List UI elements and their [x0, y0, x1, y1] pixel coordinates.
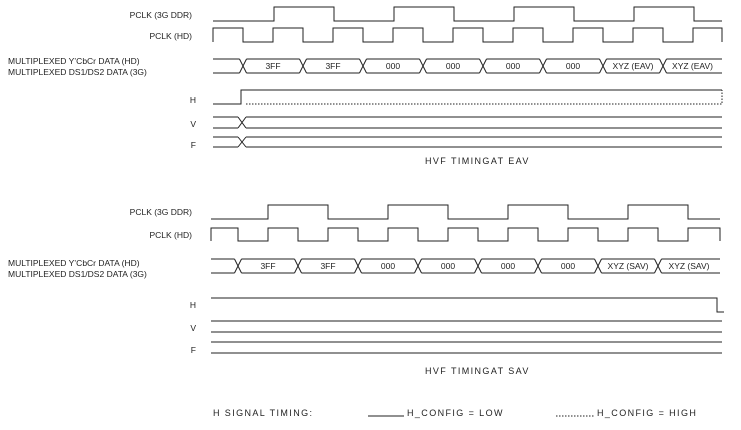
sav-pclk-3g-waveform	[211, 204, 720, 220]
sav-bus-edge	[357, 258, 362, 274]
legend-title: H SIGNAL TIMING:	[213, 408, 314, 418]
sav-pclk-3g-label: PCLK (3G DDR)	[129, 207, 192, 217]
sav-v-waveform	[211, 320, 722, 333]
sav-h-waveform	[211, 297, 724, 313]
sav-v-label: V	[190, 323, 196, 333]
eav-bus-edge	[662, 58, 667, 74]
sav-data-word-7: XYZ (SAV)	[608, 261, 649, 271]
sav-bus-edge	[237, 258, 242, 274]
sav-data-word-1: 3FF	[260, 261, 275, 271]
sav-caption: HVF TIMINGAT SAV	[425, 366, 530, 376]
eav-bus-edge	[242, 58, 247, 74]
eav-caption: HVF TIMINGAT EAV	[425, 156, 530, 166]
eav-bus-edge	[422, 58, 427, 74]
eav-bus-edge	[362, 58, 367, 74]
eav-data-word-6: 000	[566, 61, 580, 71]
eav-bus-edge	[602, 58, 607, 74]
eav-f-waveform	[213, 136, 722, 148]
eav-v-waveform	[213, 116, 722, 129]
legend-high-label: H_CONFIG = HIGH	[597, 408, 698, 418]
sav-bus-edge	[477, 258, 482, 274]
eav-data-word-7: XYZ (EAV)	[613, 61, 654, 71]
sav-data-word-6: 000	[561, 261, 575, 271]
sav-bus-edge	[537, 258, 542, 274]
sav-pclk-hd-label: PCLK (HD)	[149, 230, 192, 240]
sav-pclk-hd-waveform	[210, 227, 721, 242]
sav-h-label: H	[189, 300, 196, 310]
sav-f-label: F	[190, 345, 196, 355]
eav-bus-edge	[542, 58, 547, 74]
legend-low-label: H_CONFIG = LOW	[407, 408, 504, 418]
sav-data-bus: 3FF 3FF 000 000 000 000 XYZ (SAV) XYZ (SAV)	[211, 258, 720, 274]
sav-f-waveform	[211, 341, 722, 354]
eav-data-word-8: XYZ (EAV)	[672, 61, 713, 71]
sav-data-word-4: 000	[441, 261, 455, 271]
eav-v-label: V	[190, 119, 196, 129]
sav-bus-edge	[297, 258, 302, 274]
eav-data-word-4: 000	[446, 61, 460, 71]
eav-h-label: H	[189, 95, 196, 105]
eav-pclk-3g-waveform	[213, 6, 722, 22]
sav-data-word-5: 000	[501, 261, 515, 271]
sav-bus-edge	[597, 258, 602, 274]
eav-mux-ds-label: MULTIPLEXED DS1/DS2 DATA (3G)	[8, 67, 147, 77]
sav-mux-ds-label: MULTIPLEXED DS1/DS2 DATA (3G)	[8, 269, 147, 279]
eav-data-word-1: 3FF	[265, 61, 280, 71]
eav-data-word-3: 000	[386, 61, 400, 71]
sav-data-word-3: 000	[381, 261, 395, 271]
eav-bus-edge	[482, 58, 487, 74]
sav-data-word-2: 3FF	[320, 261, 335, 271]
eav-pclk-3g-label: PCLK (3G DDR)	[129, 10, 192, 20]
eav-pclk-hd-label: PCLK (HD)	[149, 31, 192, 41]
eav-mux-ycbcr-label: MULTIPLEXED Y’CbCr DATA (HD)	[8, 56, 140, 66]
eav-h-low-waveform	[213, 89, 722, 105]
sav-bus-edge	[657, 258, 662, 274]
sav-mux-ycbcr-label: MULTIPLEXED Y’CbCr DATA (HD)	[8, 258, 140, 268]
eav-pclk-hd-waveform	[212, 27, 723, 43]
eav-bus-edge	[302, 58, 307, 74]
eav-f-label: F	[190, 140, 196, 150]
sav-data-word-8: XYZ (SAV)	[669, 261, 710, 271]
eav-data-word-5: 000	[506, 61, 520, 71]
eav-h-high-waveform	[246, 90, 723, 105]
sav-bus-edge	[417, 258, 422, 274]
eav-data-bus: 3FF 3FF 000 000 000 000 XYZ (EAV) XYZ (EAV)	[213, 58, 722, 74]
eav-data-word-2: 3FF	[325, 61, 340, 71]
